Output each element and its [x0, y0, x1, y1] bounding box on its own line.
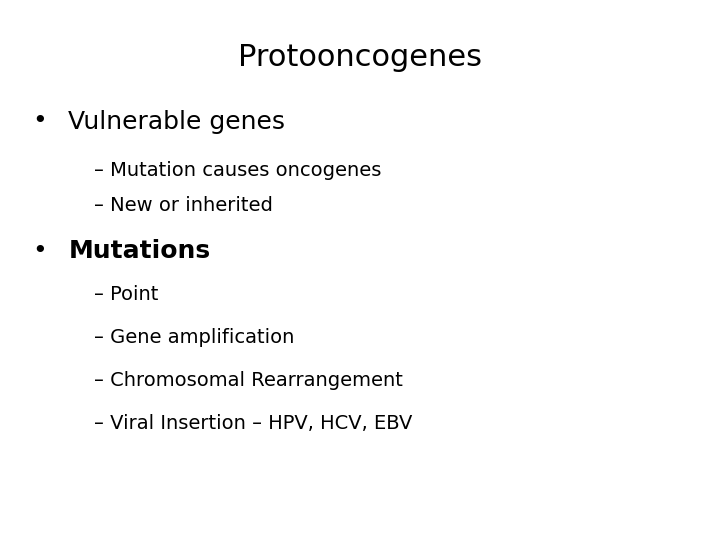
Text: Mutations: Mutations [68, 239, 210, 263]
Text: – Mutation causes oncogenes: – Mutation causes oncogenes [94, 160, 381, 180]
Text: – Viral Insertion – HPV, HCV, EBV: – Viral Insertion – HPV, HCV, EBV [94, 414, 412, 434]
Text: – Gene amplification: – Gene amplification [94, 328, 294, 347]
Text: Vulnerable genes: Vulnerable genes [68, 110, 285, 133]
Text: •: • [32, 110, 47, 133]
Text: – New or inherited: – New or inherited [94, 195, 272, 215]
Text: Protooncogenes: Protooncogenes [238, 43, 482, 72]
Text: – Chromosomal Rearrangement: – Chromosomal Rearrangement [94, 371, 402, 390]
Text: – Point: – Point [94, 285, 158, 304]
Text: •: • [32, 239, 47, 263]
